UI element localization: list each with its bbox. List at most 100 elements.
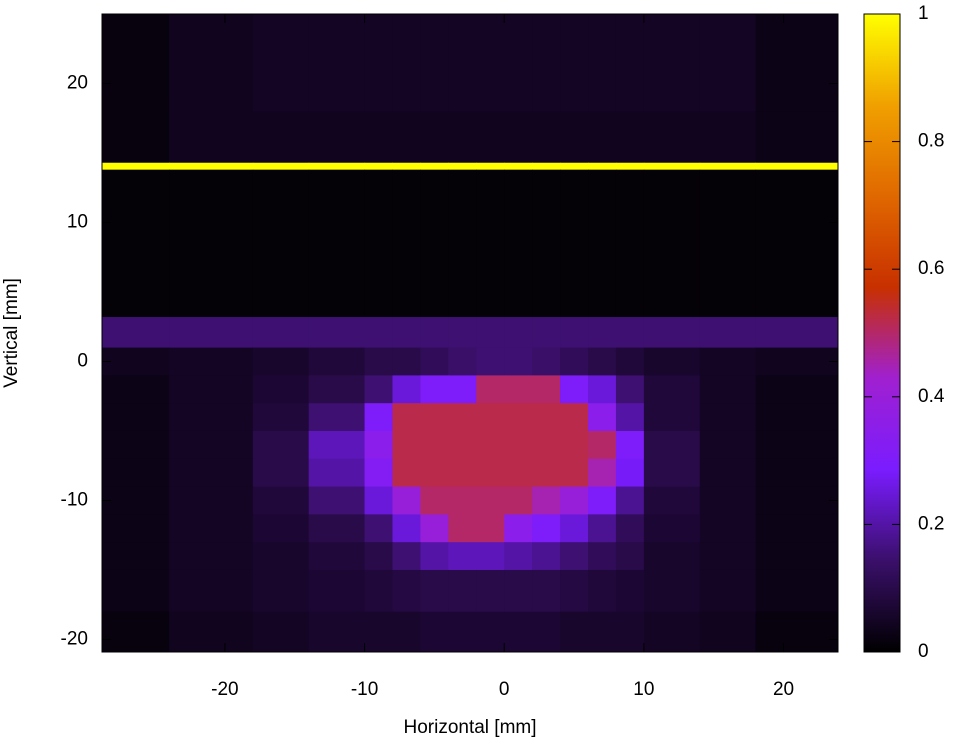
heatmap-cell <box>560 569 589 613</box>
heatmap-cell <box>476 569 505 613</box>
heatmap-cell <box>755 611 839 653</box>
heatmap-cell <box>392 14 421 112</box>
heatmap-cell <box>755 162 839 171</box>
heatmap-cell <box>392 111 421 164</box>
y-tick-label: -20 <box>61 629 88 650</box>
heatmap-cell <box>364 403 393 432</box>
colorbar-tick-label: 0 <box>918 641 929 662</box>
heatmap-cell <box>532 403 561 432</box>
heatmap-cell <box>588 514 617 543</box>
heatmap-cell <box>448 542 477 571</box>
x-tick-label: 10 <box>633 679 654 700</box>
heatmap-cell <box>392 430 421 460</box>
heatmap-cell <box>102 375 170 404</box>
heatmap-cell <box>364 14 393 112</box>
heatmap-cell <box>560 403 589 432</box>
y-axis-label: Vertical [mm] <box>1 278 22 388</box>
heatmap-cell <box>615 514 645 543</box>
heatmap-cell <box>560 169 589 318</box>
heatmap-cell <box>560 514 589 543</box>
heatmap-cell <box>392 162 421 171</box>
heatmap-cell <box>504 486 533 515</box>
heatmap-cell <box>643 347 701 376</box>
heatmap-cell <box>420 542 449 571</box>
x-tick-label: -20 <box>211 679 238 700</box>
heatmap-cell <box>308 611 366 653</box>
heatmap-cell <box>755 403 839 432</box>
heatmap-cell <box>392 317 421 349</box>
heatmap-cell <box>308 375 366 404</box>
heatmap-cell <box>476 169 505 318</box>
heatmap-cell <box>420 375 449 404</box>
heatmap-cell <box>643 542 701 571</box>
heatmap-cell <box>364 162 393 171</box>
heatmap-cell <box>476 458 505 488</box>
heatmap-cell <box>532 458 561 488</box>
heatmap-cell <box>392 486 421 515</box>
heatmap-cell <box>169 14 254 112</box>
heatmap-cell <box>102 569 170 613</box>
heatmap-cell <box>588 347 617 376</box>
heatmap-cell <box>392 514 421 543</box>
heatmap-cell <box>308 162 366 171</box>
heatmap-cell <box>532 514 561 543</box>
heatmap-cell <box>364 111 393 164</box>
heatmap-cell <box>615 458 645 488</box>
heatmap-cell <box>755 458 839 488</box>
heatmap-cell <box>364 375 393 404</box>
heatmap-cell <box>532 317 561 349</box>
colorbar <box>863 13 901 653</box>
heatmap-cell <box>252 317 310 349</box>
heatmap-cell <box>392 569 421 613</box>
heatmap-cell <box>643 162 701 171</box>
heatmap-cell <box>420 169 449 318</box>
heatmap-cell <box>560 430 589 460</box>
heatmap-cell <box>532 486 561 515</box>
heatmap-cell <box>755 430 839 460</box>
heatmap-cell <box>755 14 839 112</box>
heatmap-cell <box>102 111 170 164</box>
heatmap-cell <box>532 375 561 404</box>
heatmap-cell <box>532 542 561 571</box>
heatmap-cell <box>364 169 393 318</box>
heatmap-cell <box>504 111 533 164</box>
heatmap-cell <box>532 111 561 164</box>
heatmap-cell <box>755 111 839 164</box>
heatmap-cell <box>532 169 561 318</box>
heatmap-cell <box>615 569 645 613</box>
heatmap-cell <box>504 514 533 543</box>
heatmap-cell <box>476 486 505 515</box>
heatmap-cell <box>560 542 589 571</box>
heatmap-cell <box>420 611 449 653</box>
heatmap-cell <box>420 486 449 515</box>
heatmap-cell <box>560 375 589 404</box>
heatmap-cell <box>102 162 170 171</box>
heatmap-cell <box>448 162 477 171</box>
heatmap-cell <box>448 458 477 488</box>
heatmap-cell <box>755 486 839 515</box>
heatmap-cell <box>755 169 839 318</box>
heatmap-cell <box>476 514 505 543</box>
heatmap-cell <box>615 611 645 653</box>
heatmap-cell <box>476 375 505 404</box>
heatmap-cell <box>615 430 645 460</box>
heatmap-cell <box>699 486 757 515</box>
heatmap-cell <box>560 486 589 515</box>
heatmap-cell <box>532 611 561 653</box>
heatmap-cell <box>699 347 757 376</box>
heatmap-cell <box>588 111 617 164</box>
heatmap-cell <box>308 14 366 112</box>
heatmap-cell <box>643 317 701 349</box>
heatmap-cell <box>448 375 477 404</box>
heatmap-cell <box>102 403 170 432</box>
heatmap-cell <box>169 169 254 318</box>
heatmap-cell <box>560 162 589 171</box>
heatmap-cell <box>420 317 449 349</box>
heatmap-cell <box>615 111 645 164</box>
heatmap-cell <box>252 162 310 171</box>
heatmap-cell <box>504 14 533 112</box>
heatmap-cell <box>699 14 757 112</box>
heatmap-cell <box>615 347 645 376</box>
heatmap-cell <box>755 317 839 349</box>
heatmap-cell <box>420 111 449 164</box>
